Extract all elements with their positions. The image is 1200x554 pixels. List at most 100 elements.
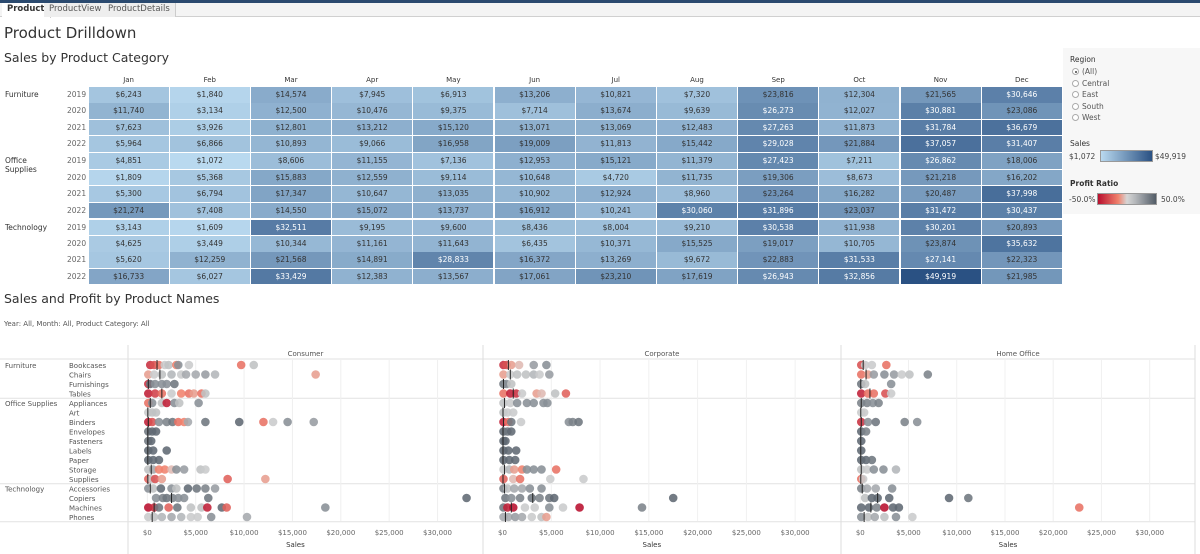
radio-icon[interactable]	[1072, 79, 1079, 87]
sales-dot[interactable]	[537, 389, 546, 398]
heatmap-cell[interactable]: $21,218	[900, 169, 981, 186]
sales-dot[interactable]	[525, 484, 535, 493]
heatmap-cell[interactable]: $11,735	[656, 169, 738, 186]
heatmap-cell[interactable]: $23,037	[819, 202, 900, 219]
sales-dot[interactable]	[668, 493, 678, 503]
sales-dot[interactable]	[506, 398, 515, 408]
sales-dot[interactable]	[889, 370, 899, 379]
heatmap-cell[interactable]: $12,924	[575, 186, 656, 202]
heatmap-cell[interactable]: $31,472	[900, 202, 981, 219]
heatmap-cell[interactable]: $10,902	[494, 186, 575, 202]
sales-dot[interactable]	[167, 512, 176, 522]
sales-dot[interactable]	[148, 446, 158, 455]
sales-dot[interactable]	[509, 484, 519, 493]
sales-dot[interactable]	[527, 493, 537, 503]
radio-icon[interactable]	[1072, 68, 1079, 75]
sales-dot[interactable]	[880, 512, 889, 522]
heatmap-cell[interactable]: $31,784	[900, 119, 981, 136]
heatmap-cell[interactable]: $23,816	[738, 87, 819, 103]
sales-dot[interactable]	[545, 503, 554, 512]
sales-dot[interactable]	[1074, 503, 1084, 512]
heatmap-cell[interactable]: $13,269	[575, 252, 656, 268]
heatmap-cell[interactable]: $9,066	[332, 136, 413, 152]
heatmap-cell[interactable]: $8,004	[575, 219, 656, 236]
sales-dot[interactable]	[173, 503, 182, 512]
heatmap-cell[interactable]: $15,120	[413, 119, 494, 136]
sales-dot[interactable]	[869, 389, 879, 398]
heatmap-cell[interactable]: $9,195	[332, 219, 413, 236]
heatmap-cell[interactable]: $19,017	[738, 236, 819, 252]
sales-dot[interactable]	[172, 465, 181, 474]
sales-dot[interactable]	[529, 398, 539, 408]
heatmap-cell[interactable]: $23,086	[981, 103, 1062, 119]
heatmap-cell[interactable]: $11,161	[332, 236, 413, 252]
heatmap-cell[interactable]: $6,435	[494, 236, 575, 252]
sales-dot[interactable]	[879, 465, 888, 474]
sales-dot[interactable]	[206, 512, 216, 522]
sales-dot[interactable]	[944, 493, 954, 503]
heatmap-cell[interactable]: $10,893	[250, 136, 332, 152]
heatmap-cell[interactable]: $11,740	[88, 103, 169, 119]
heatmap-cell[interactable]: $35,632	[981, 236, 1062, 252]
sales-dot[interactable]	[869, 370, 879, 379]
heatmap-cell[interactable]: $18,006	[981, 153, 1062, 169]
heatmap-cell[interactable]: $7,320	[656, 87, 738, 103]
sales-dot[interactable]	[222, 503, 231, 512]
heatmap-cell[interactable]: $27,423	[738, 153, 819, 169]
sales-dot[interactable]	[162, 379, 171, 389]
heatmap-cell[interactable]: $13,737	[413, 202, 494, 219]
sales-dot[interactable]	[886, 389, 896, 398]
sales-dot[interactable]	[511, 446, 521, 455]
heatmap-cell[interactable]: $10,241	[575, 202, 656, 219]
sales-dot[interactable]	[504, 446, 513, 455]
heatmap-cell[interactable]: $31,896	[738, 202, 819, 219]
sales-dot[interactable]	[154, 455, 164, 465]
heatmap-cell[interactable]: $9,639	[656, 103, 738, 119]
sales-dot[interactable]	[530, 503, 540, 512]
sales-dot[interactable]	[542, 360, 551, 370]
sales-dot[interactable]	[201, 370, 210, 379]
region-option-all[interactable]: (All)	[1072, 67, 1097, 76]
sales-dot[interactable]	[551, 465, 561, 474]
heatmap-cell[interactable]: $11,813	[575, 136, 656, 152]
sales-dot[interactable]	[897, 370, 907, 379]
sales-dot[interactable]	[201, 389, 210, 398]
heatmap-cell[interactable]: $10,821	[575, 87, 656, 103]
sales-dot[interactable]	[210, 370, 220, 379]
heatmap-cell[interactable]: $5,964	[88, 136, 169, 152]
sales-dot[interactable]	[506, 360, 516, 370]
tab-productdetails[interactable]: ProductDetails	[103, 3, 176, 17]
sales-dot[interactable]	[157, 370, 167, 379]
sales-dot[interactable]	[157, 512, 167, 522]
sales-dot[interactable]	[157, 474, 167, 484]
sales-dot[interactable]	[521, 370, 531, 379]
heatmap-cell[interactable]: $13,071	[494, 119, 575, 136]
sales-dot[interactable]	[164, 503, 173, 512]
radio-icon[interactable]	[1072, 102, 1079, 110]
sales-dot[interactable]	[512, 398, 522, 408]
sales-dot[interactable]	[545, 370, 554, 379]
heatmap-cell[interactable]: $27,263	[738, 119, 819, 136]
sales-dot[interactable]	[151, 427, 161, 436]
heatmap-cell[interactable]: $4,625	[88, 236, 169, 252]
sales-dot[interactable]	[503, 484, 512, 493]
sales-dot[interactable]	[537, 484, 546, 493]
heatmap-cell[interactable]: $19,009	[494, 136, 575, 152]
sales-dot[interactable]	[183, 417, 193, 427]
sales-dot[interactable]	[172, 484, 181, 493]
sales-dot[interactable]	[144, 389, 153, 398]
heatmap-cell[interactable]: $30,437	[981, 202, 1062, 219]
sales-dot[interactable]	[905, 370, 914, 379]
heatmap-cell[interactable]: $12,383	[332, 268, 413, 285]
heatmap-cell[interactable]: $30,060	[656, 202, 738, 219]
sales-dot[interactable]	[201, 465, 210, 474]
sales-dot[interactable]	[506, 493, 516, 503]
sales-dot[interactable]	[861, 427, 871, 436]
sales-dot[interactable]	[517, 389, 527, 398]
sales-dot[interactable]	[522, 398, 532, 408]
sales-dot[interactable]	[880, 503, 889, 512]
sales-dot[interactable]	[309, 417, 319, 427]
heatmap-cell[interactable]: $4,720	[575, 169, 656, 186]
heatmap-cell[interactable]: $6,913	[413, 87, 494, 103]
heatmap-cell[interactable]: $9,600	[413, 219, 494, 236]
